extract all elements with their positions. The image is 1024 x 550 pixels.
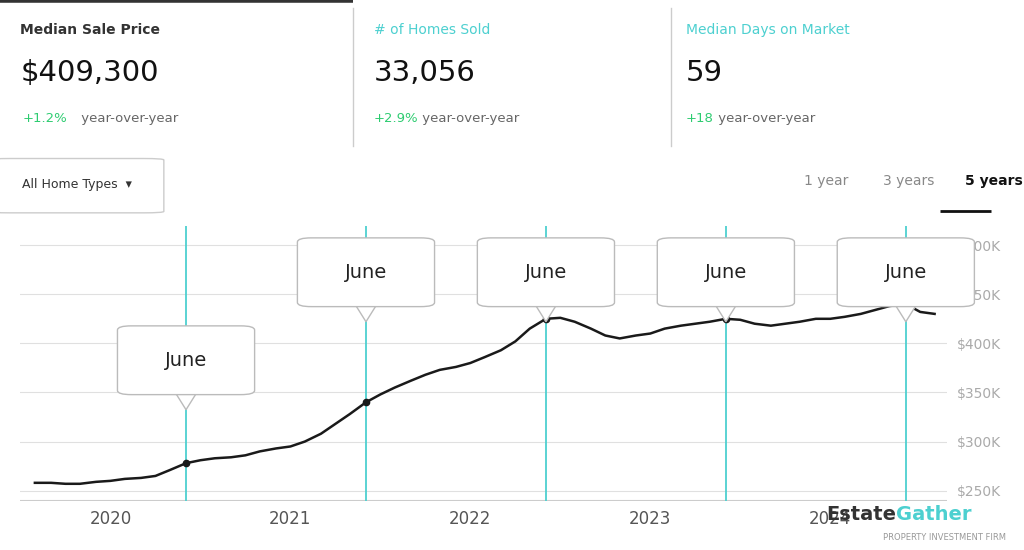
Text: Median Sale Price: Median Sale Price xyxy=(20,23,161,37)
Polygon shape xyxy=(174,390,198,410)
Text: $409,300: $409,300 xyxy=(20,58,159,86)
FancyBboxPatch shape xyxy=(118,326,255,395)
Text: June: June xyxy=(705,263,746,282)
Text: Estate: Estate xyxy=(826,505,896,524)
Text: June: June xyxy=(345,263,387,282)
Text: +18: +18 xyxy=(686,112,714,125)
FancyBboxPatch shape xyxy=(477,238,614,307)
FancyBboxPatch shape xyxy=(297,238,434,307)
Text: year-over-year: year-over-year xyxy=(714,112,815,125)
Polygon shape xyxy=(714,302,738,322)
Polygon shape xyxy=(894,302,918,322)
Text: Median Days on Market: Median Days on Market xyxy=(686,23,850,37)
FancyBboxPatch shape xyxy=(0,158,164,213)
Text: # of Homes Sold: # of Homes Sold xyxy=(374,23,490,37)
Text: June: June xyxy=(885,263,927,282)
Text: All Home Types  ▾: All Home Types ▾ xyxy=(22,178,132,191)
Polygon shape xyxy=(535,301,557,304)
Polygon shape xyxy=(175,389,198,392)
Text: +1.2%: +1.2% xyxy=(23,112,68,125)
Text: 33,056: 33,056 xyxy=(374,58,475,86)
Text: year-over-year: year-over-year xyxy=(77,112,178,125)
Text: +2.9%: +2.9% xyxy=(374,112,419,125)
FancyBboxPatch shape xyxy=(838,238,975,307)
Polygon shape xyxy=(354,302,378,322)
Text: June: June xyxy=(524,263,567,282)
Polygon shape xyxy=(895,301,916,304)
Text: 3 years: 3 years xyxy=(883,174,934,188)
Polygon shape xyxy=(355,301,377,304)
Text: 5 years: 5 years xyxy=(965,174,1022,188)
Polygon shape xyxy=(534,302,558,322)
Text: 59: 59 xyxy=(686,58,723,86)
Text: year-over-year: year-over-year xyxy=(418,112,519,125)
Text: Gather: Gather xyxy=(896,505,972,524)
Text: June: June xyxy=(165,351,207,370)
Polygon shape xyxy=(715,301,737,304)
Text: 1 year: 1 year xyxy=(804,174,848,188)
Text: PROPERTY INVESTMENT FIRM: PROPERTY INVESTMENT FIRM xyxy=(883,534,1006,542)
FancyBboxPatch shape xyxy=(657,238,795,307)
